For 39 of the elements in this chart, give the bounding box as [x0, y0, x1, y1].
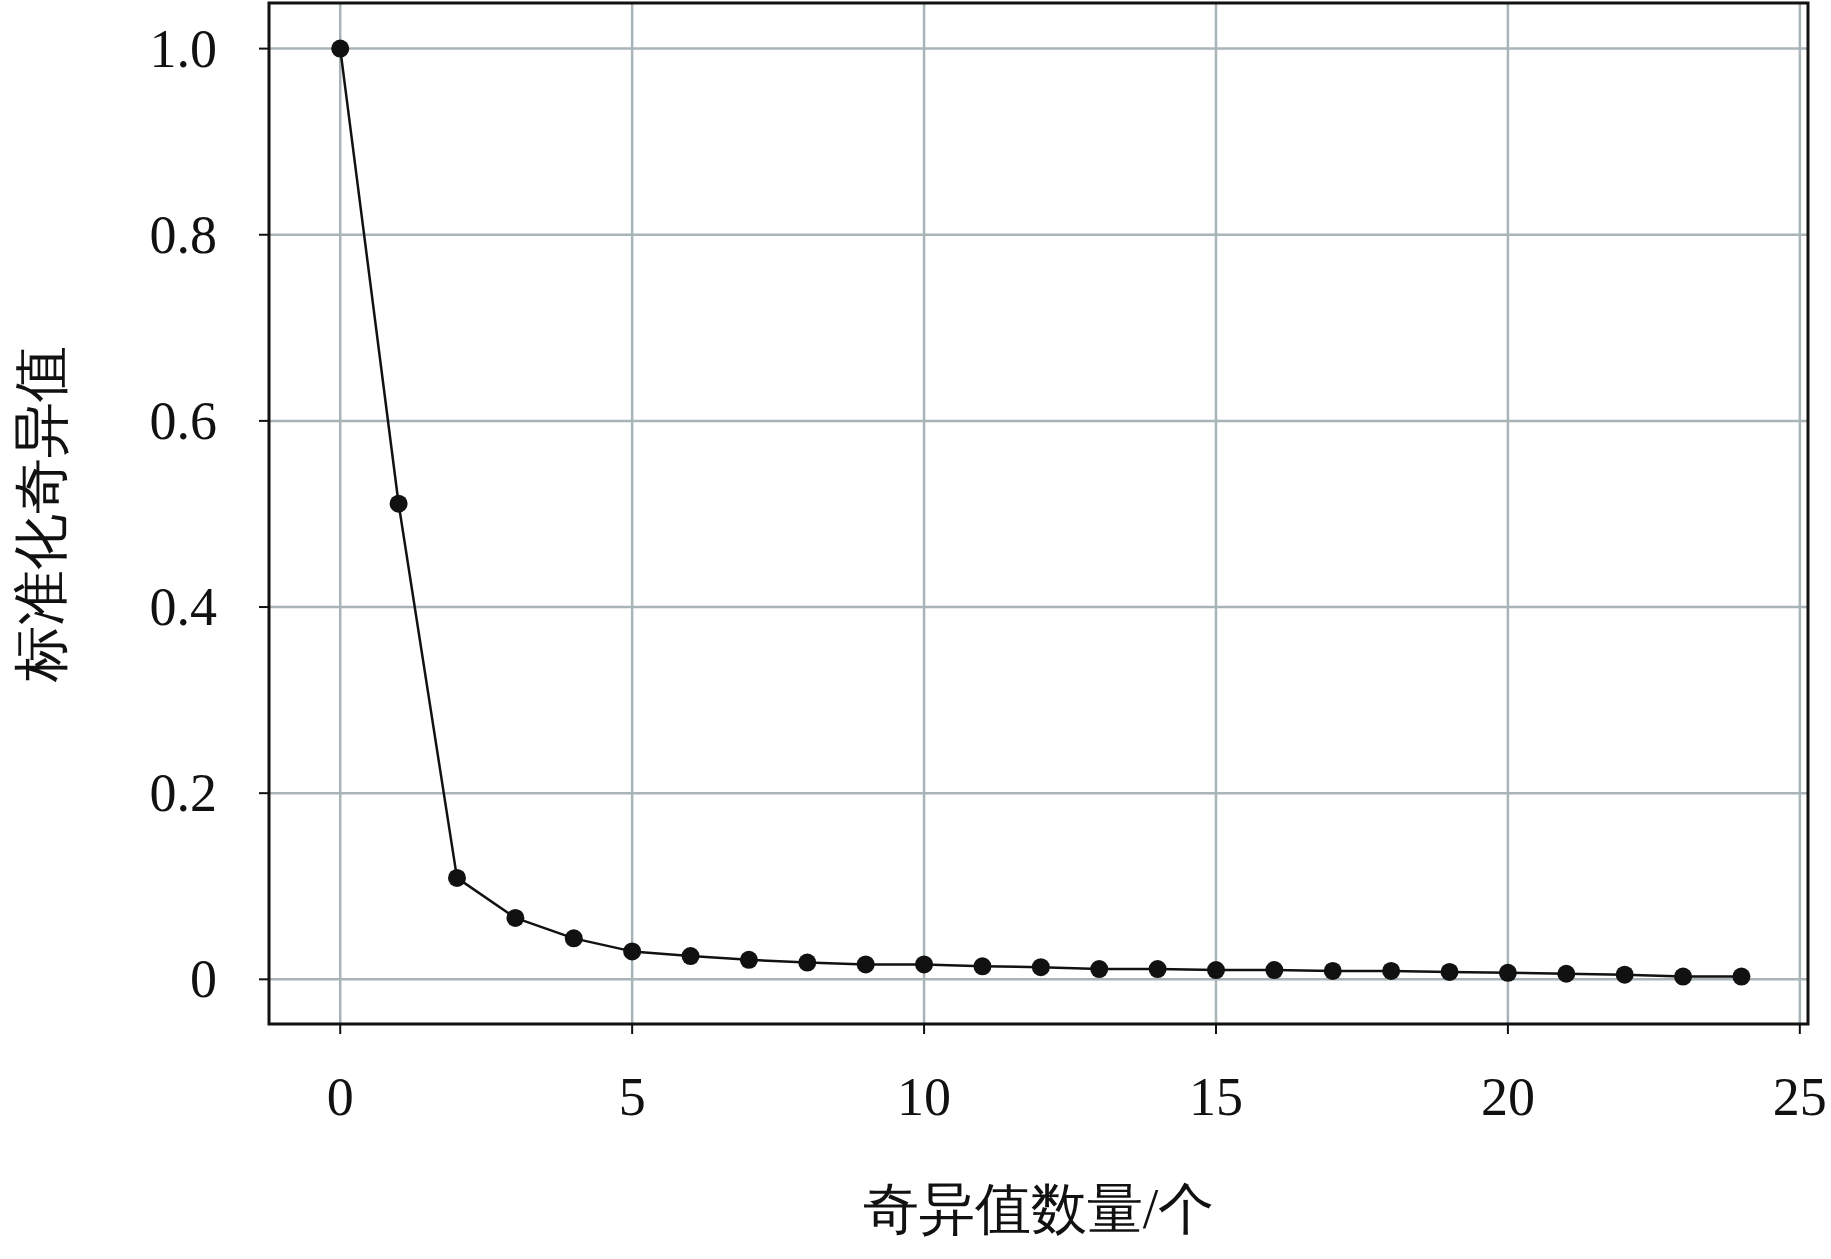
point — [1674, 967, 1693, 986]
point — [1557, 964, 1576, 983]
point — [1206, 961, 1225, 980]
point — [506, 908, 525, 927]
y-tick-label: 1.0 — [149, 18, 217, 79]
point — [1382, 961, 1401, 980]
point — [856, 955, 875, 974]
point — [1323, 961, 1342, 980]
x-tick-label: 20 — [1480, 1067, 1535, 1127]
point — [1498, 963, 1517, 982]
point — [798, 953, 817, 972]
point — [623, 942, 642, 961]
point — [973, 957, 992, 976]
point — [389, 494, 408, 513]
point — [681, 947, 700, 966]
point — [1265, 961, 1284, 980]
point — [331, 39, 350, 58]
point — [448, 868, 466, 887]
x-axis-title: 奇异值数量/个 — [862, 1178, 1215, 1240]
point — [1031, 958, 1050, 977]
y-tick-label: 0.8 — [149, 204, 217, 265]
x-tick-label: 0 — [326, 1067, 354, 1127]
y-tick-label: 0.4 — [149, 577, 217, 638]
y-tick-label: 0.6 — [149, 390, 217, 451]
y-tick-label: 0.2 — [149, 763, 217, 824]
x-tick-label: 5 — [618, 1067, 646, 1127]
point — [1090, 960, 1109, 979]
x-tick-label: 25 — [1772, 1067, 1827, 1127]
point — [1440, 962, 1459, 981]
point — [739, 950, 758, 969]
point — [564, 929, 583, 948]
point — [1148, 960, 1167, 979]
point — [1732, 967, 1751, 986]
y-axis-title: 标准化奇异值 — [10, 345, 72, 683]
point — [1615, 965, 1634, 984]
x-tick-label: 15 — [1188, 1067, 1243, 1127]
y-tick-label: 0 — [190, 949, 217, 1010]
x-tick-label: 10 — [897, 1067, 952, 1127]
point — [915, 955, 934, 974]
